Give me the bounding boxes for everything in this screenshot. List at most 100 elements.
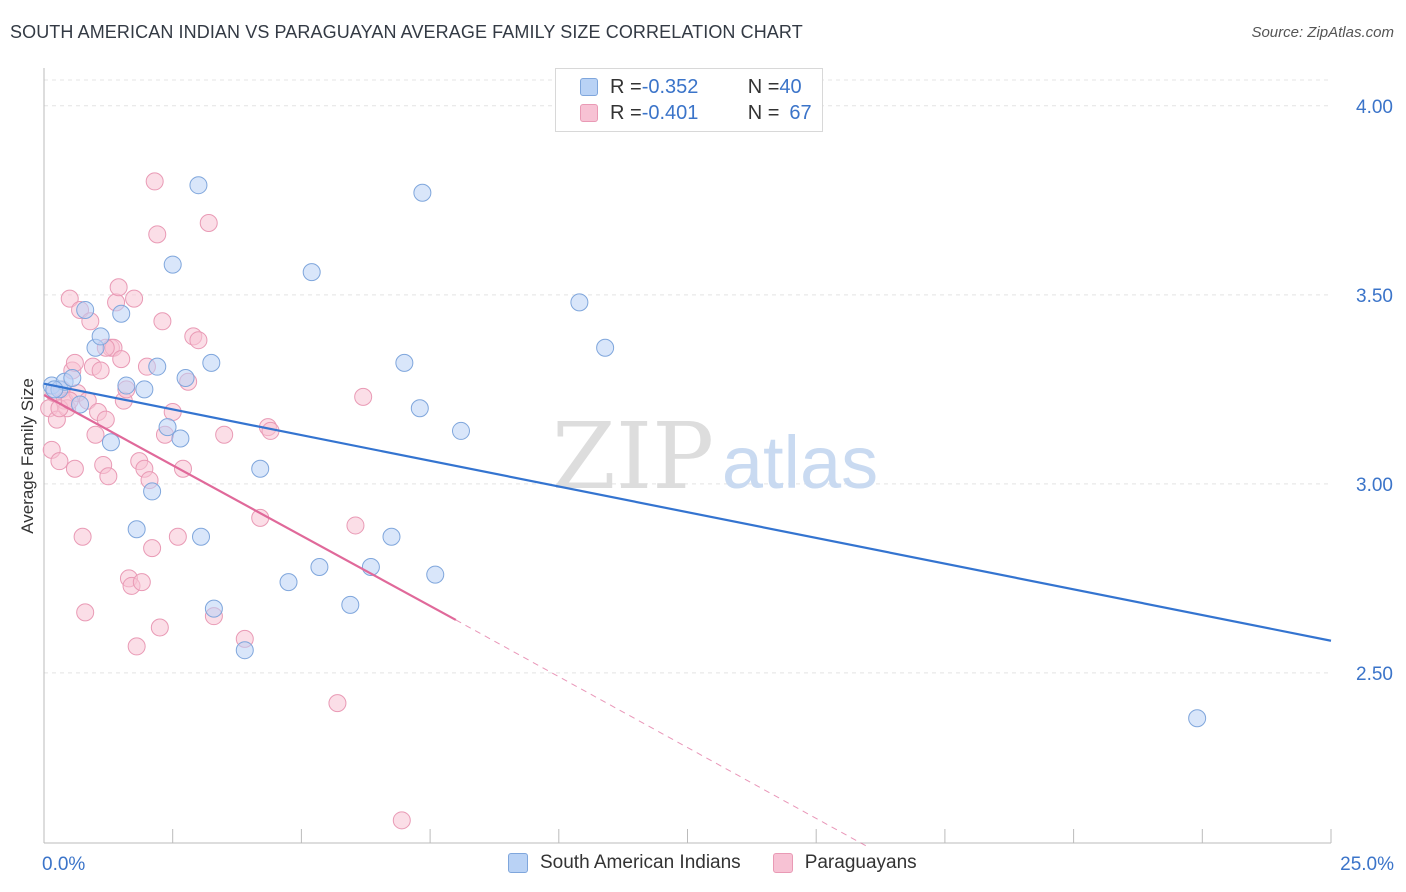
data-point — [302, 263, 321, 282]
data-point — [101, 433, 120, 452]
data-point — [395, 353, 414, 372]
n-value: 40 — [779, 75, 802, 98]
legend-item-paraguayans[interactable]: Paraguayans — [772, 852, 917, 874]
x-tick-label: 25.0% — [1340, 854, 1394, 875]
data-point — [86, 425, 105, 444]
data-point — [192, 527, 211, 546]
data-point — [392, 811, 411, 830]
data-point — [171, 429, 190, 448]
data-point — [150, 618, 169, 637]
data-point — [570, 293, 589, 312]
data-point — [63, 369, 82, 387]
y-tick-labels: 2.50 3.00 3.50 4.00 — [1356, 97, 1393, 685]
legend-item-south-american-indians[interactable]: South American Indians — [508, 852, 741, 874]
data-point — [341, 595, 360, 614]
data-point — [215, 425, 234, 444]
x-tick-labels: 0.0% 25.0% — [42, 854, 1394, 875]
trendline-paraguayans-extension — [455, 619, 868, 848]
data-point — [65, 459, 84, 478]
data-point — [176, 369, 195, 387]
data-point — [143, 482, 162, 501]
data-point — [112, 350, 131, 369]
watermark-atlas: atlas — [722, 421, 878, 504]
data-point — [279, 573, 298, 592]
data-point — [413, 183, 432, 202]
data-point — [135, 380, 154, 399]
trendline-south-american-indians — [43, 382, 1332, 642]
chart-title: SOUTH AMERICAN INDIAN VS PARAGUAYAN AVER… — [10, 22, 803, 42]
data-point — [202, 353, 221, 372]
data-point — [125, 289, 144, 308]
n-label: N = — [747, 75, 780, 98]
data-point — [127, 520, 146, 539]
data-point — [153, 312, 172, 331]
data-point — [76, 603, 95, 622]
data-point — [91, 361, 110, 380]
data-point — [76, 300, 95, 319]
data-point — [354, 387, 373, 406]
legend-swatch-pink — [580, 104, 598, 122]
r-value: -0.401 — [641, 101, 699, 124]
series-south-american-indians — [42, 176, 1207, 728]
data-point — [109, 278, 128, 297]
series-legend: South American Indians Paraguayans — [508, 852, 949, 874]
legend-label: South American Indians — [540, 852, 741, 873]
watermark-zip: ZIP — [552, 403, 714, 510]
data-point — [310, 558, 329, 577]
trendline-paraguayans — [43, 394, 457, 621]
data-point — [145, 172, 164, 191]
data-point — [91, 327, 110, 346]
r-label: R = — [610, 75, 642, 98]
n-label: N = — [747, 101, 780, 124]
legend-swatch-blue — [508, 853, 528, 873]
grid-lines — [44, 79, 1331, 674]
data-point — [163, 403, 182, 422]
y-tick-label: 3.50 — [1356, 286, 1393, 307]
stats-row-south-american-indians: R = -0.352 N = 40 — [580, 74, 802, 100]
data-point — [112, 304, 131, 323]
r-value: -0.352 — [641, 75, 699, 98]
data-point — [148, 357, 167, 376]
data-point — [1188, 709, 1207, 728]
data-point — [426, 565, 445, 584]
data-point — [143, 539, 162, 558]
data-point — [251, 459, 270, 478]
n-value: 67 — [789, 101, 812, 124]
data-point — [45, 380, 64, 399]
data-point — [117, 376, 136, 395]
y-tick-label: 3.00 — [1356, 475, 1393, 496]
data-point — [60, 289, 79, 308]
data-point — [132, 573, 151, 592]
stats-row-paraguayans: R = -0.401 N = 67 — [580, 100, 812, 126]
x-tick-label: 0.0% — [42, 854, 85, 875]
data-point — [382, 527, 401, 546]
series-paraguayans — [40, 172, 411, 830]
data-point — [235, 641, 254, 660]
y-tick-label: 2.50 — [1356, 664, 1393, 685]
data-point — [65, 353, 84, 372]
data-point — [451, 421, 470, 440]
data-point — [596, 338, 615, 357]
data-point — [163, 255, 182, 274]
data-point — [50, 452, 69, 471]
data-point — [328, 694, 347, 713]
watermark: ZIP atlas — [552, 403, 878, 510]
data-point — [168, 527, 187, 546]
data-point — [189, 331, 208, 350]
data-point — [410, 399, 429, 418]
y-tick-label: 4.00 — [1356, 97, 1393, 118]
data-point — [73, 527, 92, 546]
data-point — [189, 176, 208, 195]
data-point — [71, 395, 90, 414]
axes — [43, 68, 1332, 844]
stats-legend: R = -0.352 N = 40 R = -0.401 N = 67 — [555, 68, 823, 132]
data-point — [148, 225, 167, 244]
r-label: R = — [610, 101, 642, 124]
legend-swatch-pink — [772, 853, 793, 873]
data-point — [127, 637, 146, 656]
data-point — [346, 516, 365, 535]
trendlines — [43, 382, 1332, 848]
data-point — [199, 214, 218, 232]
data-point — [99, 467, 118, 486]
